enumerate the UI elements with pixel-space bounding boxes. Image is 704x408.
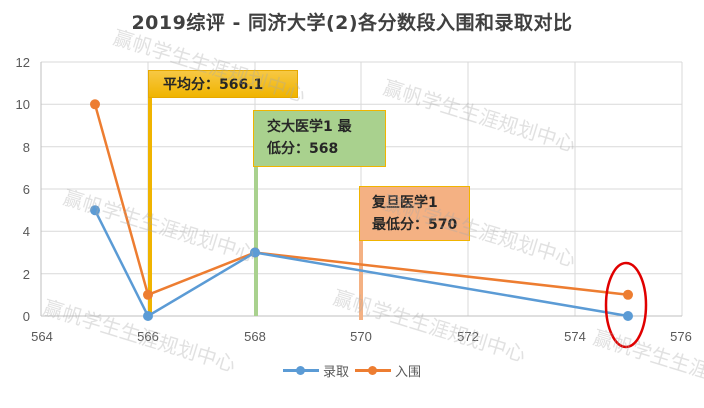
svg-text:12: 12 [16,55,30,70]
svg-text:6: 6 [23,182,30,197]
series-markers-luqu [90,205,633,321]
svg-text:566: 566 [137,329,159,344]
avg-score-callout: 平均分：566.1 [148,70,298,98]
legend-item-luqu: 录取 [282,361,349,380]
svg-text:570: 570 [350,329,372,344]
svg-text:564: 564 [31,329,53,344]
legend-line-icon [282,366,319,375]
legend-line-icon [355,366,391,375]
svg-text:0: 0 [23,309,30,324]
svg-text:574: 574 [564,329,586,344]
fd-callout-line1: 复旦医学1 [372,195,438,211]
svg-text:572: 572 [457,329,479,344]
series-line-luqu [93,209,629,318]
fd-min-score-callout: 复旦医学1 最低分：570 [359,186,470,241]
svg-text:568: 568 [244,329,266,344]
svg-text:10: 10 [16,97,30,112]
series-line-ruwei [93,103,629,297]
chart-legend: 录取 入围 [0,361,704,380]
y-tick-labels: 0 2 4 6 8 10 12 [16,55,30,324]
x-tick-labels: 564 566 568 570 572 574 576 [31,329,692,344]
chart-title: 2019综评 - 同济大学(2)各分数段入围和录取对比 [131,12,573,34]
jd-callout-line2: 低分：568 [267,141,339,157]
legend-label: 入围 [395,365,422,380]
svg-text:2: 2 [23,267,30,282]
highlight-ellipse [604,261,648,349]
svg-text:8: 8 [23,140,30,155]
legend-item-ruwei: 入围 [355,361,421,380]
jd-min-score-callout: 交大医学1 最 低分：568 [253,110,386,167]
legend-label: 录取 [322,365,349,380]
svg-text:4: 4 [23,224,30,239]
fd-callout-line2: 最低分：570 [372,217,458,233]
svg-text:576: 576 [670,329,692,344]
avg-score-text: 平均分：566.1 [163,77,264,93]
jd-callout-line1: 交大医学1 最 [267,119,352,135]
